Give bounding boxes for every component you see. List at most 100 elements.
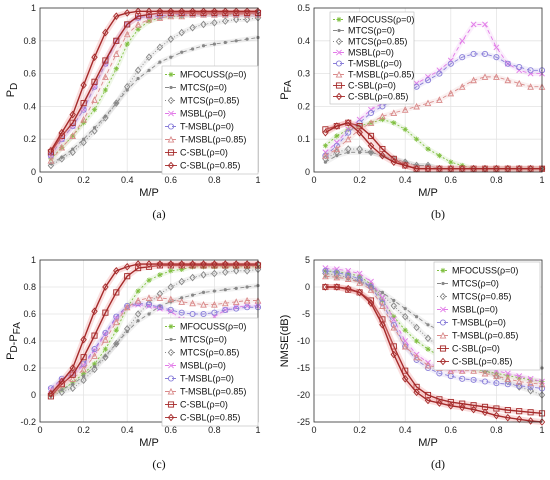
y-tick-label: -25 <box>297 417 310 427</box>
data-point <box>222 260 229 268</box>
panel-caption: (a) <box>152 207 165 221</box>
legend-marker <box>167 135 175 143</box>
data-point <box>124 21 131 28</box>
data-point <box>345 284 352 293</box>
data-point <box>113 266 120 275</box>
legend-entry: MFOCUSS(ρ=0) <box>452 266 518 276</box>
data-point <box>425 346 431 352</box>
data-point <box>80 81 87 89</box>
data-point <box>379 320 386 329</box>
data-point <box>368 278 374 285</box>
data-point <box>493 372 500 380</box>
data-point <box>458 83 466 90</box>
panel-caption: (c) <box>152 457 165 471</box>
data-point <box>178 298 186 305</box>
legend-marker <box>169 337 173 342</box>
legend-marker <box>441 281 445 286</box>
legend-marker <box>440 306 446 313</box>
y-tick-label: 0.4 <box>23 336 36 346</box>
legend-marker <box>335 70 343 78</box>
data-point <box>367 132 375 139</box>
data-point <box>470 76 477 84</box>
data-point <box>527 417 534 425</box>
data-point <box>189 10 196 18</box>
data-point <box>436 70 443 77</box>
x-axis-label: M/P <box>418 187 438 199</box>
data-point <box>356 276 363 285</box>
data-point <box>191 47 195 51</box>
data-point <box>402 367 409 374</box>
data-point <box>436 399 443 407</box>
legend-entry: C-SBL(ρ=0) <box>452 344 500 354</box>
data-point <box>322 151 329 159</box>
data-point <box>211 260 218 268</box>
data-point <box>436 396 443 403</box>
data-point <box>356 279 363 286</box>
data-point <box>178 277 185 286</box>
y-tick-label: 0.5 <box>297 3 310 13</box>
data-point <box>58 377 65 386</box>
data-point <box>134 7 142 16</box>
data-point <box>447 60 454 67</box>
data-point <box>402 374 409 383</box>
y-tick-label: 1 <box>31 255 36 265</box>
data-point <box>82 374 86 378</box>
data-point <box>516 63 523 71</box>
data-point <box>47 156 55 164</box>
data-point <box>470 367 477 374</box>
data-point <box>156 304 163 311</box>
x-tick-label: 0.8 <box>490 425 503 435</box>
data-point <box>124 325 131 333</box>
data-point <box>58 143 66 151</box>
series-line <box>50 263 258 395</box>
data-point <box>504 375 512 382</box>
data-point <box>447 398 454 406</box>
data-point <box>113 37 120 44</box>
data-point <box>243 10 251 18</box>
data-point <box>178 260 185 268</box>
data-point <box>413 102 420 110</box>
data-point <box>134 296 142 304</box>
data-point <box>189 9 196 16</box>
data-point <box>221 10 229 18</box>
data-point <box>147 68 151 72</box>
data-point <box>233 266 240 275</box>
series-5 <box>47 294 262 396</box>
data-point <box>102 114 109 122</box>
data-point <box>413 388 420 397</box>
legend-marker <box>336 16 342 23</box>
x-tick-label: 0.8 <box>208 175 221 185</box>
legend-marker <box>335 60 343 67</box>
data-point <box>91 361 98 367</box>
data-point <box>493 411 500 420</box>
data-point <box>211 300 218 308</box>
y-tick-label: 0 <box>305 282 310 292</box>
data-point <box>189 262 196 269</box>
data-point <box>178 309 185 316</box>
data-point <box>167 283 174 291</box>
axes-frame <box>313 7 543 173</box>
x-axis-label: M/P <box>139 437 159 449</box>
legend-entry: MTCS(ρ=0) <box>180 335 227 345</box>
series-4 <box>47 300 262 392</box>
data-point <box>516 373 523 380</box>
data-point <box>222 17 229 25</box>
legend-entry: C-SBL(ρ=0) <box>348 81 396 91</box>
data-point <box>243 266 251 275</box>
data-point <box>123 303 131 311</box>
data-point <box>145 15 153 23</box>
data-point <box>367 109 375 117</box>
series-2 <box>47 14 262 170</box>
legend-entry: MSBL(ρ=0) <box>180 361 226 371</box>
data-point <box>459 37 466 44</box>
data-point <box>470 402 477 409</box>
data-point <box>390 302 397 310</box>
data-point <box>145 301 153 308</box>
data-point <box>391 120 397 126</box>
x-tick-label: 0 <box>311 425 316 435</box>
y-tick-label: 0.2 <box>297 101 310 111</box>
legend-marker <box>167 375 175 382</box>
x-tick-label: 0 <box>311 175 316 185</box>
data-point <box>212 42 216 46</box>
